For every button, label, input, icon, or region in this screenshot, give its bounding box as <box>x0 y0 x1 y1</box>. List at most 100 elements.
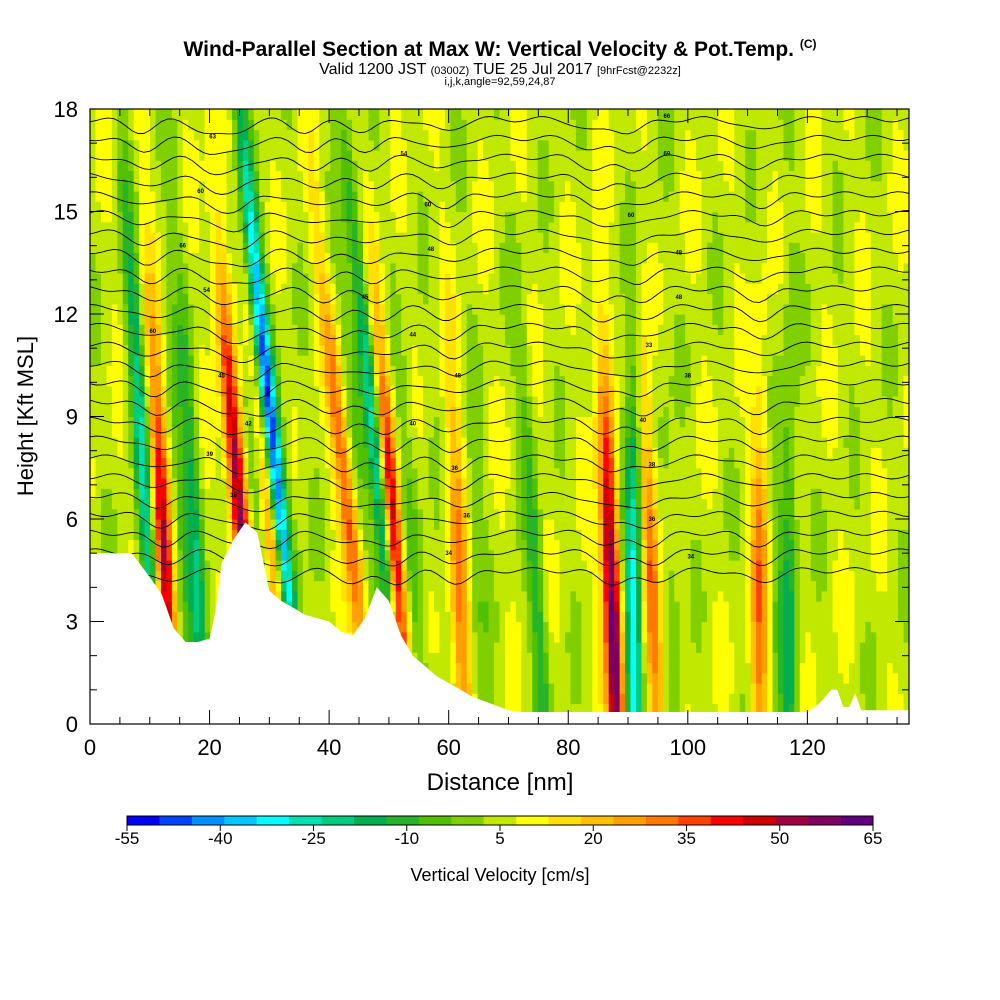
velocity-cell <box>346 232 353 243</box>
velocity-cell <box>302 467 309 479</box>
velocity-cell <box>330 601 337 612</box>
velocity-cell <box>226 498 233 510</box>
velocity-cell <box>444 324 451 336</box>
velocity-cell <box>368 580 375 592</box>
velocity-cell <box>160 242 168 254</box>
velocity-cell <box>406 283 413 295</box>
velocity-cell <box>281 191 288 202</box>
velocity-cell <box>488 385 495 397</box>
velocity-cell <box>324 611 331 623</box>
velocity-cell <box>390 488 397 500</box>
velocity-cell <box>444 560 451 571</box>
velocity-cell <box>428 498 435 510</box>
velocity-cell <box>199 314 206 325</box>
velocity-cell <box>90 334 97 346</box>
velocity-cell <box>253 242 260 254</box>
velocity-cell <box>150 426 157 438</box>
velocity-cell <box>433 549 441 561</box>
velocity-cell <box>171 355 178 366</box>
velocity-cell <box>515 365 522 377</box>
velocity-cell <box>428 273 435 284</box>
velocity-cell <box>357 109 364 120</box>
velocity-cell <box>515 488 522 500</box>
velocity-cell <box>231 365 239 377</box>
velocity-cell <box>210 426 217 438</box>
velocity-cell <box>286 426 293 438</box>
velocity-cell <box>395 191 402 202</box>
velocity-cell <box>259 375 266 387</box>
velocity-cell <box>308 529 315 541</box>
velocity-cell <box>297 580 304 592</box>
velocity-cell <box>477 601 484 612</box>
velocity-cell <box>100 416 107 428</box>
velocity-cell <box>324 262 331 274</box>
velocity-cell <box>357 344 364 356</box>
velocity-cell <box>210 191 217 202</box>
velocity-cell <box>510 529 517 541</box>
velocity-cell <box>242 437 249 448</box>
velocity-cell <box>199 447 206 459</box>
velocity-cell <box>499 683 506 694</box>
velocity-cell <box>302 478 309 489</box>
velocity-cell <box>144 211 151 223</box>
velocity-cell <box>199 426 206 438</box>
velocity-cell <box>264 324 271 336</box>
velocity-cell <box>330 221 337 233</box>
velocity-cell <box>412 621 419 633</box>
velocity-cell <box>472 570 479 582</box>
velocity-cell <box>499 232 506 243</box>
velocity-cell <box>428 406 435 418</box>
velocity-cell <box>330 344 337 356</box>
velocity-cell <box>466 201 473 213</box>
velocity-cell <box>177 242 184 254</box>
velocity-cell <box>428 150 435 161</box>
velocity-cell <box>433 160 441 172</box>
velocity-cell <box>406 139 413 151</box>
velocity-cell <box>166 221 173 233</box>
velocity-cell <box>510 201 517 213</box>
velocity-cell <box>242 365 249 377</box>
velocity-cell <box>455 180 462 192</box>
velocity-cell <box>423 457 430 469</box>
velocity-cell <box>379 375 386 387</box>
velocity-cell <box>352 303 359 315</box>
velocity-cell <box>166 314 173 325</box>
velocity-cell <box>117 519 124 530</box>
velocity-cell <box>150 488 157 500</box>
velocity-cell <box>281 498 288 510</box>
velocity-cell <box>177 570 184 582</box>
velocity-cell <box>166 303 173 315</box>
velocity-cell <box>341 150 348 161</box>
velocity-cell <box>100 478 107 489</box>
velocity-cell <box>499 150 506 161</box>
velocity-cell <box>504 652 512 664</box>
velocity-cell <box>395 601 402 612</box>
velocity-cell <box>346 283 353 295</box>
velocity-cell <box>182 201 189 213</box>
velocity-cell <box>264 252 271 264</box>
velocity-cell <box>297 139 304 151</box>
velocity-cell <box>346 560 353 571</box>
velocity-cell <box>428 580 435 592</box>
velocity-cell <box>472 119 479 131</box>
velocity-cell <box>510 139 517 151</box>
velocity-cell <box>395 242 402 254</box>
velocity-cell <box>368 119 375 131</box>
velocity-cell <box>510 426 517 438</box>
velocity-cell <box>182 580 189 592</box>
velocity-cell <box>248 273 255 284</box>
velocity-cell <box>433 529 441 541</box>
velocity-cell <box>248 242 255 254</box>
velocity-cell <box>204 232 211 243</box>
velocity-cell <box>242 406 249 418</box>
velocity-cell <box>133 385 140 397</box>
velocity-cell <box>543 590 550 602</box>
velocity-cell <box>177 396 184 407</box>
velocity-cell <box>248 109 255 120</box>
velocity-cell <box>510 672 517 684</box>
velocity-cell <box>122 170 129 182</box>
velocity-cell <box>166 139 173 151</box>
velocity-cell <box>341 385 348 397</box>
velocity-cell <box>444 211 451 223</box>
velocity-cell <box>128 170 135 182</box>
